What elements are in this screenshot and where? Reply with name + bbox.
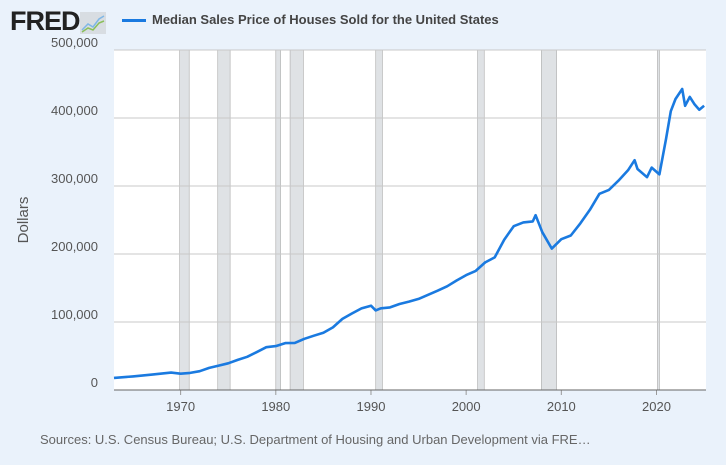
x-tick-label: 2020: [642, 399, 671, 414]
chart-title: Median Sales Price of Houses Sold for th…: [152, 12, 499, 27]
recession-band: [179, 49, 190, 391]
y-tick-label: 200,000: [51, 239, 98, 254]
recession-band: [477, 49, 485, 391]
x-tick-label: 1990: [357, 399, 386, 414]
y-tick-label: 0: [91, 375, 98, 390]
x-tick-label: 1980: [261, 399, 290, 414]
source-note: Sources: U.S. Census Bureau; U.S. Depart…: [40, 432, 591, 447]
y-tick-label: 300,000: [51, 171, 98, 186]
recession-band: [275, 49, 281, 391]
x-tick-label: 2000: [452, 399, 481, 414]
fred-logo[interactable]: FRED: [10, 6, 106, 37]
plot-area: [114, 50, 706, 390]
recession-band: [657, 49, 660, 391]
y-axis-label: Dollars: [15, 197, 32, 244]
recession-band: [375, 49, 383, 391]
x-tick-label: 1970: [166, 399, 195, 414]
y-tick-label: 500,000: [51, 35, 98, 50]
recession-band: [217, 49, 231, 391]
recession-band: [541, 49, 557, 391]
legend-item: Median Sales Price of Houses Sold for th…: [122, 12, 499, 27]
series-line: [113, 87, 705, 380]
y-tick-label: 400,000: [51, 103, 98, 118]
chart-line-icon: [79, 11, 106, 34]
y-tick-label: 100,000: [51, 307, 98, 322]
logo-text: FRED: [10, 6, 80, 36]
x-tick-label: 2010: [547, 399, 576, 414]
legend-line: [122, 19, 146, 23]
